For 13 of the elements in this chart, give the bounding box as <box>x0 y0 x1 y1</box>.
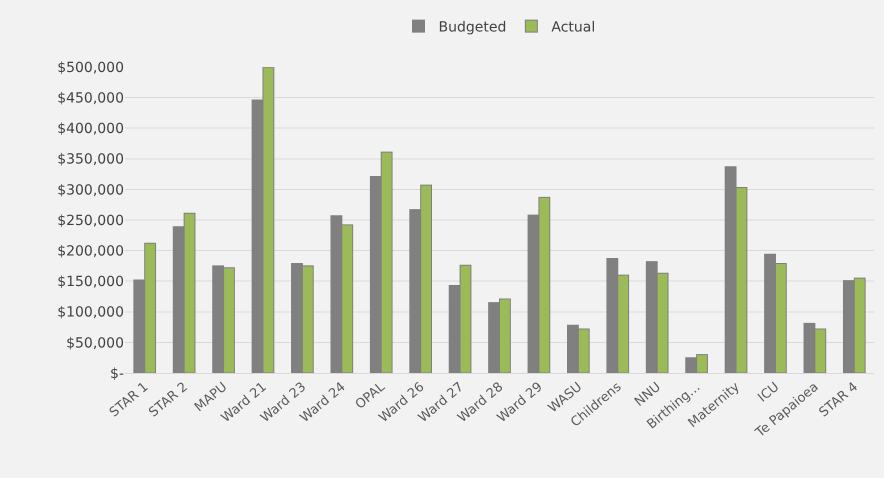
y-tick-label: $450,000 <box>57 90 124 106</box>
y-tick-label: $200,000 <box>57 244 124 260</box>
y-tick-label: $300,000 <box>57 182 124 198</box>
y-tick-label: $- <box>110 366 124 382</box>
y-tick-label: $250,000 <box>57 212 124 229</box>
y-tick-label: $500,000 <box>57 60 124 76</box>
legend-label: Actual <box>551 20 596 36</box>
legend-label: Budgeted <box>438 20 506 36</box>
y-tick-label: $100,000 <box>57 304 124 321</box>
y-tick-label: $350,000 <box>57 152 124 168</box>
y-tick-label: $400,000 <box>57 121 124 138</box>
y-tick-label: $150,000 <box>57 274 124 290</box>
y-tick-label: $50,000 <box>66 335 124 352</box>
